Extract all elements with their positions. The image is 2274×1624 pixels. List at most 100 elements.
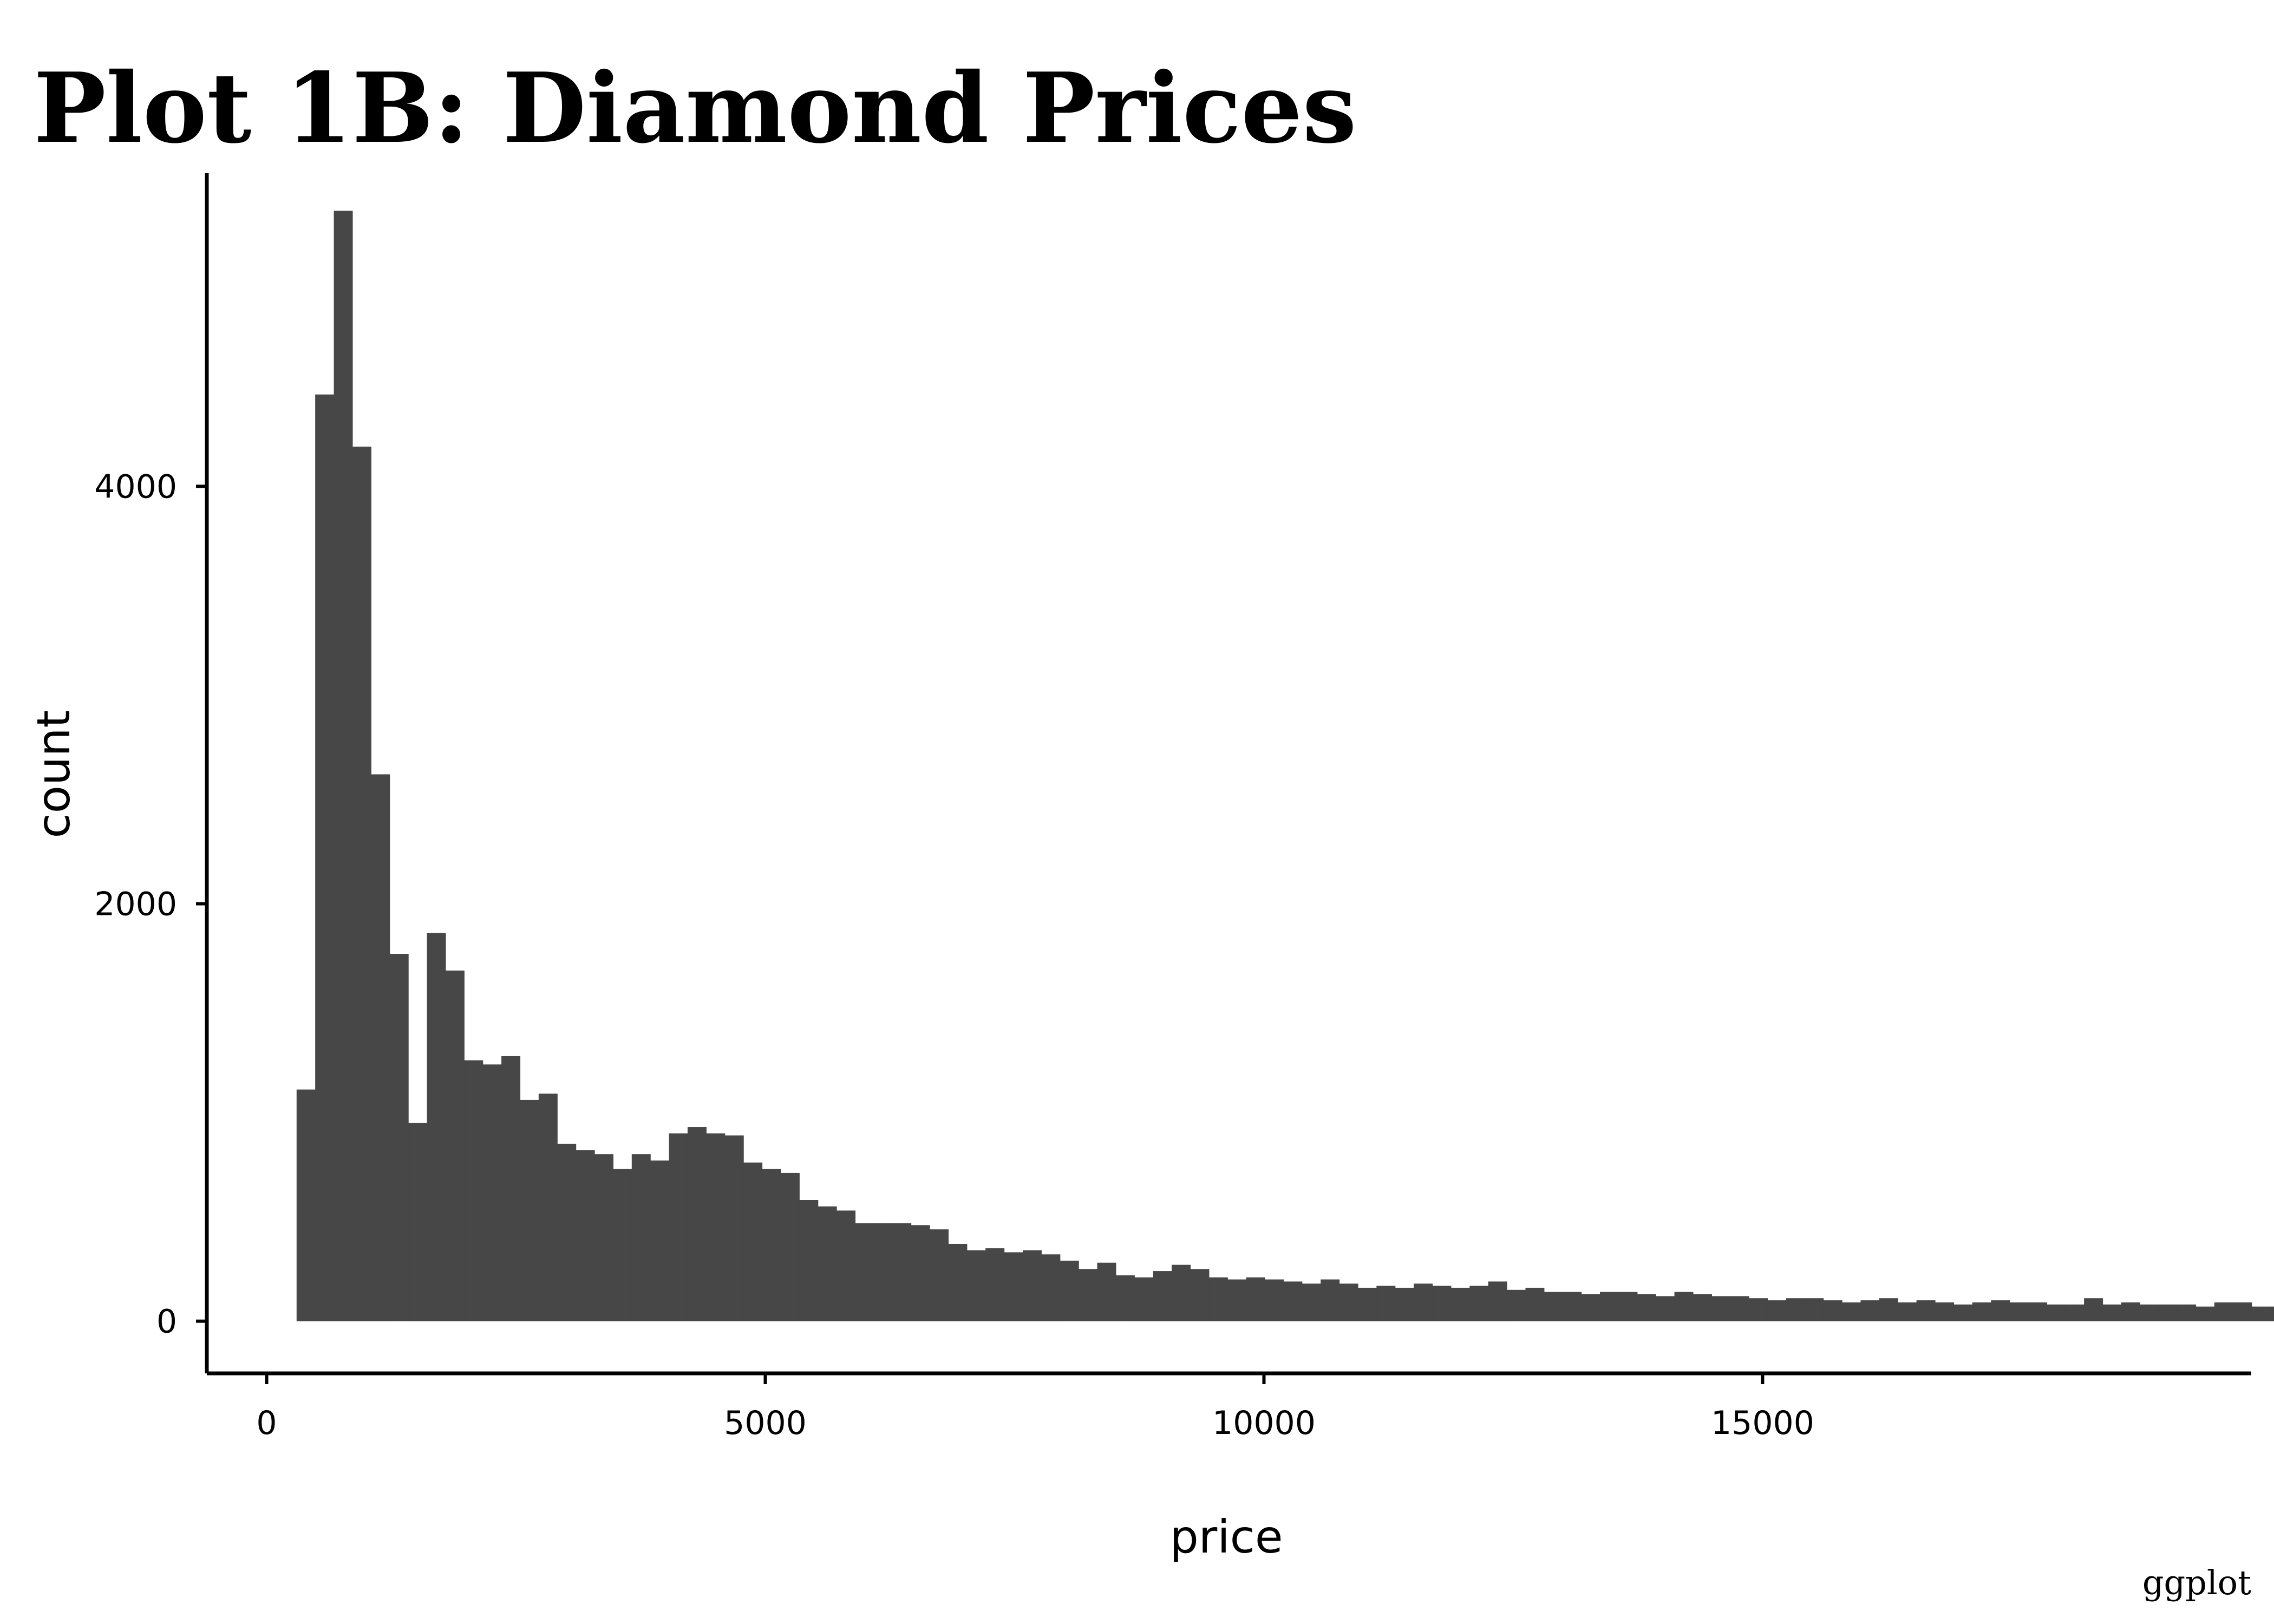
histogram-bar — [408, 1123, 428, 1321]
histogram-bar — [1265, 1279, 1284, 1321]
histogram-bar — [1172, 1265, 1191, 1321]
histogram-bar — [594, 1154, 613, 1321]
y-axis-ticks: 0 2000 4000 — [94, 468, 207, 1341]
histogram-bar — [1190, 1269, 1210, 1321]
histogram-bar — [873, 1223, 893, 1321]
y-tick-label: 2000 — [94, 885, 177, 923]
histogram-bar — [1935, 1302, 1955, 1321]
histogram-bar — [1693, 1294, 1712, 1321]
histogram-bar — [1916, 1300, 1936, 1321]
histogram-bar — [1321, 1279, 1340, 1321]
histogram-bar — [1432, 1286, 1452, 1321]
y-axis-title: count — [27, 710, 80, 839]
histogram-bar — [799, 1200, 819, 1321]
histogram-bar — [334, 211, 353, 1321]
histogram-bar — [389, 954, 409, 1321]
y-tick-label: 0 — [156, 1303, 177, 1341]
histogram-bar — [985, 1248, 1005, 1321]
histogram-bar — [762, 1169, 781, 1321]
histogram-bar — [371, 774, 390, 1321]
histogram-bar — [482, 1064, 502, 1321]
histogram-bar — [1208, 1277, 1228, 1321]
histogram-bar — [1376, 1286, 1396, 1321]
histogram-bar — [1767, 1300, 1787, 1321]
histogram-bar — [1227, 1279, 1247, 1321]
histogram-bar — [1544, 1292, 1563, 1321]
histogram-bar — [1525, 1287, 1545, 1321]
histogram-bar — [557, 1143, 577, 1321]
histogram-bars — [296, 211, 2274, 1321]
x-axis-ticks: 0 5000 10000 15000 — [256, 1373, 1814, 1442]
histogram-bar — [613, 1169, 632, 1321]
x-tick-label: 0 — [256, 1404, 277, 1442]
histogram-bar — [855, 1223, 874, 1321]
plot-caption: ggplot — [2142, 1563, 2251, 1602]
histogram-bar — [1246, 1277, 1265, 1321]
x-tick-label: 5000 — [724, 1404, 807, 1442]
histogram-bar — [520, 1099, 539, 1321]
histogram-bar — [1860, 1300, 1880, 1321]
histogram-bar — [1991, 1300, 2010, 1321]
histogram-bar — [1060, 1260, 1079, 1321]
histogram-bar — [296, 1089, 316, 1321]
histogram-bar — [1842, 1302, 1861, 1321]
histogram-bar — [1618, 1292, 1638, 1321]
histogram-bar — [1600, 1292, 1619, 1321]
histogram-bar — [2251, 1306, 2271, 1321]
histogram-bar — [1507, 1289, 1526, 1321]
histogram-bar — [650, 1160, 670, 1321]
histogram-bar — [1450, 1287, 1470, 1321]
histogram-bar — [911, 1225, 930, 1321]
histogram-bar — [837, 1210, 856, 1321]
histogram-bar — [1414, 1284, 1433, 1321]
histogram-bar — [2084, 1298, 2103, 1321]
histogram-bar — [1488, 1281, 1507, 1321]
histogram-bar — [2121, 1302, 2140, 1321]
histogram-bar — [1749, 1298, 1768, 1321]
histogram-bar — [2158, 1304, 2178, 1321]
histogram-bar — [818, 1206, 837, 1321]
histogram-bar — [1097, 1262, 1116, 1321]
histogram-bar — [1302, 1284, 1321, 1321]
histogram-bar — [669, 1133, 688, 1321]
histogram-bar — [1786, 1298, 1805, 1321]
histogram-bar — [1898, 1302, 1917, 1321]
histogram-bar — [1357, 1287, 1377, 1321]
histogram-bar — [780, 1173, 800, 1321]
histogram-bar — [2065, 1304, 2084, 1321]
histogram-bar — [930, 1229, 949, 1321]
chart-title: Plot 1B: Diamond Prices — [34, 51, 1357, 165]
histogram-bar — [706, 1133, 726, 1321]
y-tick-label: 4000 — [94, 468, 177, 506]
histogram-bar — [1711, 1296, 1731, 1321]
x-axis-title: price — [1169, 1510, 1283, 1563]
histogram-bar — [1972, 1302, 1991, 1321]
histogram-bar — [743, 1162, 763, 1321]
histogram-bar — [1004, 1252, 1023, 1321]
histogram-bar — [2214, 1302, 2233, 1321]
histogram-bar — [687, 1127, 707, 1321]
axes — [205, 173, 2251, 1376]
histogram-bar — [2140, 1304, 2159, 1321]
histogram-bar — [1115, 1275, 1135, 1321]
histogram-bar — [1879, 1298, 1898, 1321]
histogram-bar — [501, 1056, 521, 1321]
histogram-bar — [538, 1093, 558, 1321]
x-tick-label: 10000 — [1212, 1404, 1316, 1442]
histogram-bar — [1153, 1271, 1172, 1321]
histogram-bar — [2195, 1306, 2215, 1321]
histogram-bar — [2009, 1302, 2029, 1321]
histogram-bar — [427, 933, 446, 1321]
histogram-bar — [1395, 1287, 1414, 1321]
histogram-bar — [1581, 1294, 1600, 1321]
histogram-bar — [724, 1135, 744, 1321]
histogram-bar — [892, 1223, 912, 1321]
histogram-bar — [1637, 1294, 1656, 1321]
histogram-bar — [2233, 1302, 2252, 1321]
histogram-bar — [1339, 1284, 1358, 1321]
histogram-bar — [1823, 1300, 1842, 1321]
histogram-bar — [1283, 1281, 1303, 1321]
histogram-bar — [2047, 1304, 2066, 1321]
